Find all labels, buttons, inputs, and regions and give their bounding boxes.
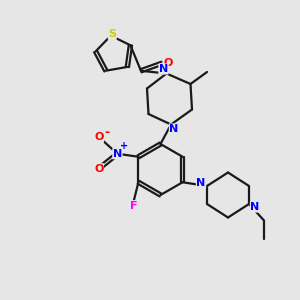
- Text: N: N: [169, 124, 178, 134]
- Text: O: O: [94, 164, 104, 174]
- Text: N: N: [113, 149, 122, 159]
- Text: O: O: [164, 58, 173, 68]
- Text: N: N: [250, 202, 260, 212]
- Text: S: S: [108, 29, 116, 39]
- Text: F: F: [130, 201, 138, 211]
- Text: N: N: [159, 64, 168, 74]
- Text: O: O: [94, 132, 104, 142]
- Text: -: -: [104, 126, 110, 139]
- Text: N: N: [196, 178, 206, 188]
- Text: +: +: [120, 141, 128, 151]
